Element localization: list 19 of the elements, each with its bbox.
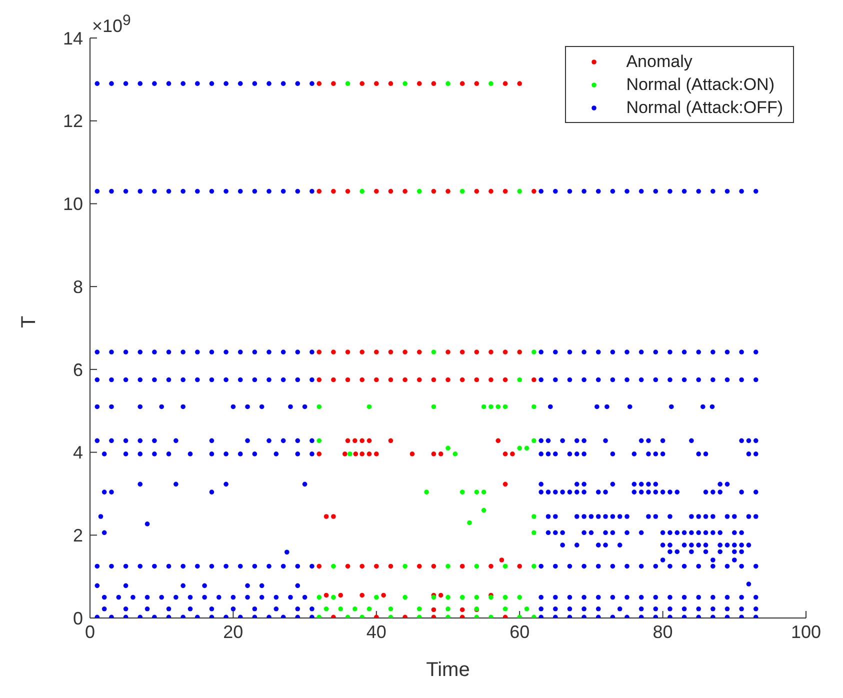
y-tick-label: 0	[72, 608, 83, 628]
y-tick-label: 6	[72, 360, 83, 380]
legend-label: Normal (Attack:OFF)	[626, 98, 783, 118]
x-tick-label: 100	[790, 622, 822, 642]
x-tick-label: 80	[652, 622, 673, 642]
text: ×10$^{9}$	[92, 12, 131, 37]
y-tick-label: 14	[62, 28, 83, 48]
y-tick-label: 12	[62, 111, 83, 132]
y-tick-label: 10	[62, 194, 83, 214]
y-tick-label: 8	[72, 276, 83, 297]
legend-label: Anomaly	[626, 52, 692, 72]
y-tick-label: 4	[72, 442, 83, 463]
legend-label: Normal (Attack:ON)	[626, 74, 774, 94]
x-tick-label: 60	[510, 622, 530, 642]
x-tick-label: 40	[366, 622, 386, 642]
y-axis-title: T	[18, 316, 40, 328]
x-axis-title: Time	[426, 659, 470, 681]
x-tick-label: 20	[223, 622, 244, 642]
y-tick-label: 2	[72, 526, 83, 546]
